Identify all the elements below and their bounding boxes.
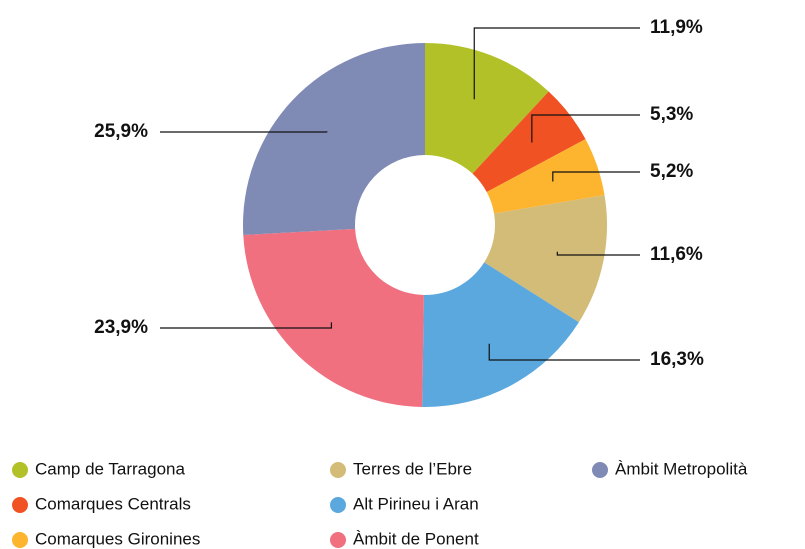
legend-label: Àmbit de Ponent: [353, 529, 479, 548]
leader-line: [531, 114, 640, 143]
data-label: 16,3%: [650, 349, 704, 370]
legend-label: Àmbit Metropolità: [615, 459, 748, 478]
data-label: 5,2%: [650, 161, 693, 182]
slice: [243, 43, 425, 235]
data-label: 11,6%: [650, 244, 703, 265]
data-label: 5,3%: [650, 104, 693, 125]
leader-line: [488, 343, 640, 361]
legend-label: Comarques Gironines: [35, 529, 200, 548]
legend-swatch: [330, 497, 346, 513]
legend-swatch: [12, 497, 28, 513]
data-label: 25,9%: [94, 121, 148, 142]
leader-line: [552, 171, 640, 182]
legend-swatch: [592, 462, 608, 478]
legend-label: Terres de l’Ebre: [353, 459, 472, 478]
legend-label: Comarques Centrals: [35, 494, 191, 513]
legend-swatch: [12, 532, 28, 548]
slice: [243, 228, 424, 407]
legend-swatch: [330, 462, 346, 478]
leader-line: [160, 322, 333, 329]
data-label: 11,9%: [650, 17, 703, 38]
legend-label: Camp de Tarragona: [35, 459, 185, 478]
slice: [425, 43, 549, 174]
data-label: 23,9%: [94, 317, 148, 338]
slice: [422, 262, 579, 407]
slice: [484, 195, 607, 323]
slice: [472, 91, 586, 192]
leader-line: [473, 27, 640, 100]
slice: [486, 139, 605, 214]
legend-swatch: [330, 532, 346, 548]
legend-label: Alt Pirineu i Aran: [353, 494, 479, 513]
legend-swatch: [12, 462, 28, 478]
leader-line: [556, 251, 640, 256]
